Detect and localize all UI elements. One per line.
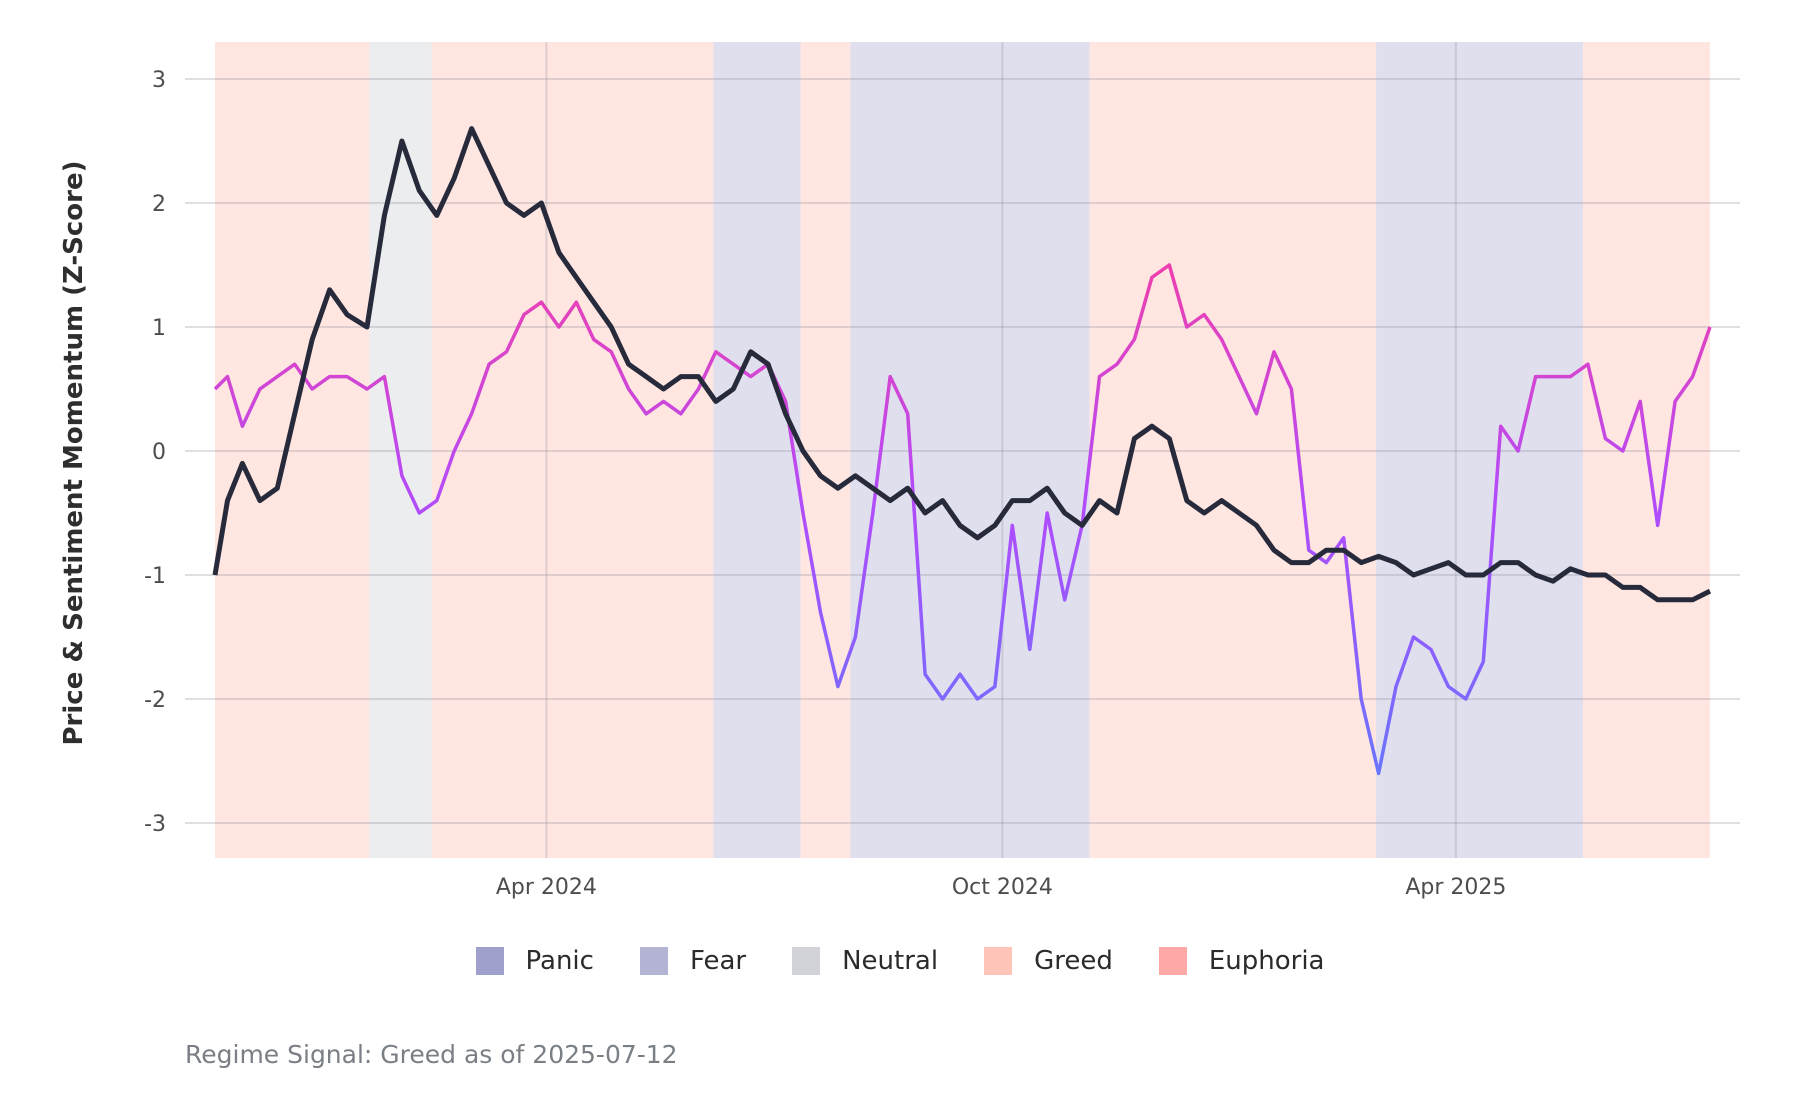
legend-item-fear: Fear <box>639 946 747 976</box>
y-tick-label: 0 <box>152 440 166 465</box>
regime-bands <box>215 42 1710 858</box>
x-tick-label: Apr 2024 <box>496 875 597 900</box>
legend-swatch <box>984 947 1013 975</box>
x-tick-label: Apr 2025 <box>1405 875 1506 900</box>
gridlines <box>185 42 1740 858</box>
legend-item-greed: Greed <box>984 946 1113 976</box>
price-line <box>212 126 1712 603</box>
series-lines <box>212 126 1712 776</box>
legend-swatch <box>1158 947 1187 975</box>
tick-labels: 3 2 1 0 -1 -2 -3 Apr 2024 Oct 2024 Apr 2025 <box>144 68 1506 900</box>
y-axis-title: Price & Sentiment Momentum (Z-Score) <box>59 161 89 746</box>
regime-band-fear <box>1376 42 1583 858</box>
y-tick-label: 2 <box>152 192 166 217</box>
legend-swatch <box>792 947 821 975</box>
y-tick-label: -1 <box>144 564 166 589</box>
x-tick-label: Oct 2024 <box>952 875 1053 900</box>
legend: Panic Fear Neutral Greed Euphoria <box>0 946 1800 976</box>
regime-band-fear <box>713 42 801 858</box>
legend-swatch <box>475 947 504 975</box>
legend-label: Fear <box>689 946 747 976</box>
legend-item-neutral: Neutral <box>792 946 938 976</box>
regime-band-neutral <box>369 42 432 858</box>
regime-signal-caption: Regime Signal: Greed as of 2025-07-12 <box>185 1040 678 1069</box>
regime-band-greed <box>215 42 370 858</box>
regime-band-greed <box>800 42 851 858</box>
legend-label: Panic <box>525 946 594 976</box>
legend-item-euphoria: Euphoria <box>1158 946 1325 976</box>
chart-svg: 3 2 1 0 -1 -2 -3 Apr 2024 Oct 2024 Apr 2025 Price… <box>59 42 1740 900</box>
y-tick-label: -2 <box>144 688 166 713</box>
regime-band-greed <box>1089 42 1377 858</box>
regime-band-greed <box>431 42 714 858</box>
regime-band-fear <box>850 42 1090 858</box>
legend-label: Euphoria <box>1208 946 1325 976</box>
legend-label: Neutral <box>842 946 939 976</box>
y-tick-label: -3 <box>144 812 166 837</box>
legend-item-panic: Panic <box>475 946 594 976</box>
sentiment-line <box>213 263 1712 776</box>
legend-swatch <box>639 947 668 975</box>
y-tick-label: 3 <box>152 68 166 93</box>
y-tick-label: 1 <box>152 316 166 341</box>
legend-label: Greed <box>1034 946 1113 976</box>
